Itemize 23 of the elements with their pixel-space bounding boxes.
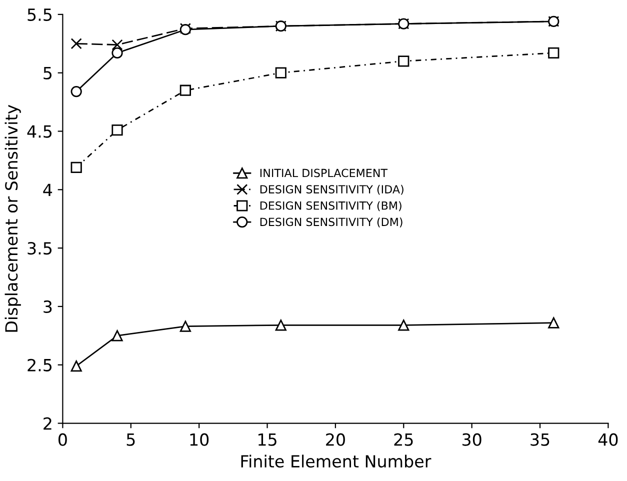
x-tick-label: 15 bbox=[258, 434, 276, 446]
x-axis-title: Finite Element Number bbox=[241, 454, 432, 468]
x-tick-label: 35 bbox=[530, 433, 550, 446]
x-tick-label: 25 bbox=[394, 433, 413, 446]
y-tick-label: 4.5 bbox=[27, 125, 52, 138]
legend-label: DESIGN SENSITIVITY (IDA) bbox=[260, 184, 404, 195]
x-tick-label: 0 bbox=[58, 433, 67, 446]
legend-label: DESIGN SENSITIVITY (BM) bbox=[260, 201, 402, 212]
x-tick-label: 40 bbox=[598, 433, 618, 446]
x-tick-label: 5 bbox=[126, 434, 135, 446]
y-tick-label: 3 bbox=[44, 300, 52, 314]
y-tick-label: 2.5 bbox=[28, 358, 52, 372]
y-tick-label: 4 bbox=[43, 184, 52, 196]
legend-label: DESIGN SENSITIVITY (DM) bbox=[260, 218, 402, 228]
y-tick-label: 3.5 bbox=[28, 242, 52, 255]
legend-label: INITIAL DISPLACEMENT bbox=[260, 168, 388, 178]
x-tick-label: 30 bbox=[462, 433, 482, 446]
y-axis-title: Displacement or Sensitivity bbox=[4, 104, 21, 332]
y-tick-label: 5.5 bbox=[28, 8, 52, 21]
y-tick-label: 5 bbox=[44, 67, 52, 80]
x-tick-label: 20 bbox=[326, 433, 345, 446]
y-tick-label: 2 bbox=[44, 417, 52, 430]
x-tick-label: 10 bbox=[190, 433, 209, 446]
